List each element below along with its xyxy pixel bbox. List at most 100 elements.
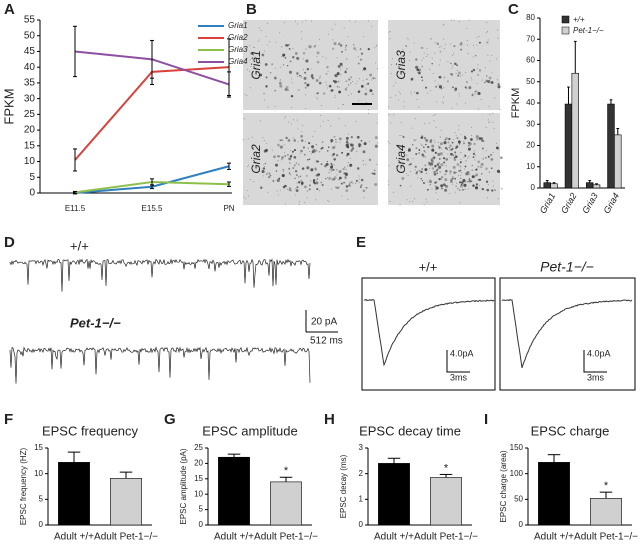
cell	[464, 154, 467, 157]
panel-label: B	[246, 1, 257, 18]
speck	[315, 93, 317, 95]
cell	[415, 58, 418, 61]
speck	[431, 57, 433, 59]
speck	[277, 194, 279, 196]
speck	[345, 168, 347, 170]
cell	[475, 174, 477, 176]
cell	[294, 170, 298, 173]
speck	[322, 56, 324, 58]
y-tick-label: 10	[526, 162, 535, 171]
cell	[362, 189, 366, 193]
cell	[312, 181, 316, 184]
cell	[291, 150, 294, 153]
cell	[462, 178, 466, 183]
speck	[327, 119, 329, 121]
cell	[460, 183, 463, 186]
speck	[314, 168, 316, 170]
cell	[474, 54, 477, 57]
cell	[475, 135, 479, 139]
speck	[292, 119, 294, 121]
cell	[268, 176, 271, 179]
speck	[266, 44, 268, 46]
cell	[274, 163, 279, 167]
y-tick-label: 45	[24, 46, 36, 57]
speck	[494, 97, 496, 99]
speck	[375, 62, 377, 64]
speck	[433, 139, 435, 141]
y-tick-label: 1	[359, 494, 364, 503]
speck	[346, 80, 348, 82]
cell	[318, 81, 322, 85]
y-tick-label: 30	[24, 93, 36, 104]
speck	[374, 77, 376, 79]
speck	[435, 192, 437, 194]
error-bar	[227, 162, 231, 170]
cell	[438, 76, 440, 78]
speck	[295, 188, 297, 190]
error-bar	[387, 457, 401, 464]
cell	[296, 186, 299, 189]
speck	[409, 170, 411, 172]
cell	[474, 93, 476, 95]
speck	[442, 176, 444, 178]
cell	[459, 42, 463, 46]
speck	[325, 81, 327, 83]
y-tick-label: 100	[510, 469, 524, 478]
speck	[332, 39, 334, 41]
cell	[401, 177, 405, 181]
cell	[438, 165, 442, 169]
cell	[459, 189, 461, 191]
y-axis-label: EPSC decay (ms)	[339, 454, 348, 518]
cell	[350, 136, 353, 139]
cell	[463, 137, 467, 140]
speck	[467, 44, 469, 46]
cell	[331, 177, 335, 181]
speck	[347, 165, 349, 167]
cell	[460, 151, 462, 154]
speck	[447, 61, 449, 63]
speck	[271, 149, 273, 151]
speck	[471, 79, 473, 81]
panel-label: F	[4, 411, 13, 428]
speck	[399, 148, 401, 150]
cell	[264, 162, 267, 165]
speck	[259, 62, 261, 64]
speck	[316, 96, 318, 98]
speck	[319, 77, 321, 79]
cell	[482, 157, 485, 160]
speck	[484, 67, 486, 69]
cell	[453, 171, 456, 174]
cell	[445, 184, 448, 188]
cell	[463, 183, 467, 187]
cell	[265, 148, 268, 152]
speck	[388, 164, 390, 166]
speck	[296, 182, 298, 184]
cell	[449, 170, 452, 173]
genotype-label: Pet-1−/−	[540, 259, 594, 275]
speck	[280, 189, 282, 191]
speck	[325, 84, 327, 86]
y-tick-label: 50	[24, 30, 36, 41]
cell	[341, 51, 343, 53]
cell	[480, 166, 482, 168]
speck	[362, 79, 364, 81]
speck	[279, 79, 281, 81]
current-trace	[9, 346, 311, 384]
speck	[493, 128, 495, 130]
cell	[315, 174, 318, 177]
speck	[329, 179, 331, 181]
speck	[311, 20, 313, 22]
cell	[338, 170, 342, 174]
speck	[389, 143, 391, 145]
cell	[288, 188, 292, 192]
speck	[434, 42, 436, 44]
speck	[467, 157, 469, 159]
bar	[218, 456, 250, 526]
cell	[281, 173, 285, 178]
speck	[253, 46, 255, 48]
cell	[357, 90, 361, 93]
speck	[253, 181, 255, 183]
bar	[586, 182, 594, 189]
error-bar	[567, 86, 570, 105]
cell	[339, 141, 341, 143]
